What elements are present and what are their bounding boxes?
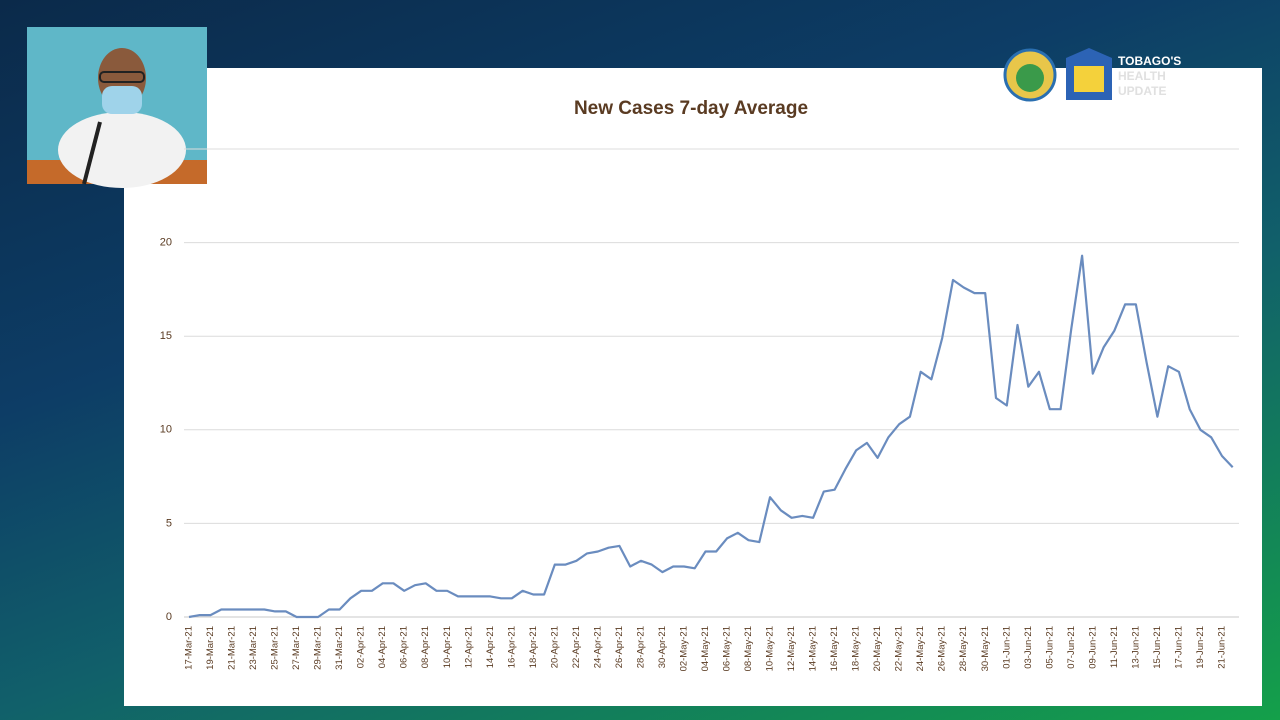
x-tick-label: 29-Mar-21 (313, 626, 324, 670)
x-tick-label: 01-Jun-21 (1001, 626, 1012, 669)
brand-line: HEALTH (1118, 69, 1166, 83)
logos (1003, 48, 1112, 102)
x-tick-label: 09-Jun-21 (1087, 626, 1098, 669)
x-tick-label: 20-Apr-21 (549, 626, 560, 668)
x-tick-label: 04-May-21 (700, 626, 711, 671)
x-tick-label: 21-Jun-21 (1216, 626, 1227, 669)
chart-title: New Cases 7-day Average (574, 98, 808, 119)
x-tick-label: 07-Jun-21 (1066, 626, 1077, 669)
x-tick-label: 18-May-21 (851, 626, 862, 671)
x-tick-label: 11-Jun-21 (1109, 626, 1120, 668)
x-tick-label: 04-Apr-21 (377, 626, 388, 668)
x-tick-label: 17-Jun-21 (1173, 626, 1184, 669)
x-tick-label: 16-Apr-21 (506, 626, 517, 668)
x-tick-label: 06-Apr-21 (399, 626, 410, 668)
x-tick-label: 28-Apr-21 (635, 626, 646, 668)
x-tick-label: 24-Apr-21 (592, 626, 603, 668)
x-tick-label: 27-Mar-21 (291, 626, 302, 670)
x-tick-label: 14-Apr-21 (485, 626, 496, 668)
x-tick-label: 26-Apr-21 (614, 626, 625, 668)
x-tick-label: 10-May-21 (765, 626, 776, 671)
x-tick-label: 26-May-21 (937, 626, 948, 671)
speaker-video (27, 27, 207, 188)
y-tick-label: 5 (166, 517, 172, 529)
x-tick-label: 22-May-21 (894, 626, 905, 671)
y-tick-label: 20 (160, 237, 172, 249)
x-tick-label: 31-Mar-21 (334, 626, 345, 670)
x-tick-label: 30-Apr-21 (657, 626, 668, 668)
x-tick-label: 30-May-21 (980, 626, 991, 671)
x-tick-label: 02-Apr-21 (356, 626, 367, 668)
x-tick-label: 14-May-21 (808, 626, 819, 671)
x-tick-label: 12-Apr-21 (463, 626, 474, 668)
x-tick-label: 12-May-21 (786, 626, 797, 671)
x-tick-label: 13-Jun-21 (1130, 626, 1141, 669)
x-tick-label: 22-Apr-21 (571, 626, 582, 668)
x-tick-label: 19-Jun-21 (1195, 626, 1206, 669)
y-tick-label: 0 (166, 611, 172, 623)
y-tick-label: 15 (160, 330, 172, 342)
x-tick-label: 18-Apr-21 (528, 626, 539, 668)
x-tick-label: 10-Apr-21 (442, 626, 453, 668)
x-tick-label: 21-Mar-21 (227, 626, 238, 670)
data-line (188, 254, 1234, 619)
x-tick-label: 03-Jun-21 (1023, 626, 1034, 669)
x-tick-label: 24-May-21 (915, 626, 926, 671)
x-tick-label: 25-Mar-21 (270, 626, 281, 670)
y-tick-label: 10 (160, 424, 172, 436)
x-tick-label: 08-Apr-21 (420, 626, 431, 668)
brand-line: UPDATE (1118, 84, 1166, 98)
x-tick-label: 15-Jun-21 (1152, 626, 1163, 669)
x-tick-label: 28-May-21 (958, 626, 969, 671)
x-tick-label: 19-Mar-21 (205, 626, 216, 670)
x-tick-label: 17-Mar-21 (184, 626, 195, 670)
x-tick-label: 02-May-21 (678, 626, 689, 671)
x-tick-label: 20-May-21 (872, 626, 883, 671)
x-tick-label: 23-Mar-21 (248, 626, 259, 670)
x-tick-label: 06-May-21 (722, 626, 733, 671)
x-tick-label: 16-May-21 (829, 626, 840, 671)
brand-line: TOBAGO'S (1118, 54, 1181, 68)
x-tick-label: 05-Jun-21 (1044, 626, 1055, 669)
x-tick-label: 08-May-21 (743, 626, 754, 671)
slide (124, 68, 1262, 706)
